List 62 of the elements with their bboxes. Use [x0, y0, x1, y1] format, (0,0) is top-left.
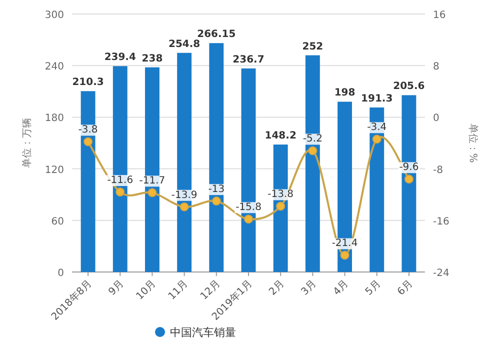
data-label: -11.6: [107, 175, 134, 186]
x-tick-label: 5月: [364, 278, 383, 298]
y2-tick-label: -24: [433, 268, 450, 279]
data-label: 266.15: [197, 29, 236, 40]
y2-tick-label: -16: [433, 216, 450, 228]
y-tick-label: 300: [44, 10, 64, 21]
data-label: 210.3: [72, 77, 104, 88]
x-tick-label: 2月: [267, 278, 287, 298]
point: [148, 188, 157, 198]
y-tick-label: 120: [44, 164, 64, 176]
bar: [402, 95, 416, 272]
point: [244, 214, 253, 224]
data-label: -13: [208, 184, 225, 196]
data-label: 205.6: [393, 81, 425, 92]
y2-tick-label: 0: [433, 113, 440, 124]
y2-tick-label: 16: [433, 10, 446, 21]
x-tick-label: 10月: [134, 278, 158, 302]
data-label: 148.2: [264, 130, 296, 142]
data-label: -5.2: [302, 134, 322, 145]
x-tick-label: 6月: [396, 278, 416, 298]
data-label: 198: [334, 88, 356, 99]
point: [276, 202, 286, 211]
data-label: -21.4: [332, 238, 358, 250]
point: [404, 174, 414, 184]
point: [180, 202, 189, 212]
x-tick-label: 11月: [166, 278, 190, 302]
data-label: -13.9: [171, 190, 198, 201]
y-axis-title: 单位：万辆: [21, 118, 33, 168]
point: [308, 146, 318, 156]
x-tick-label: 12月: [198, 278, 223, 302]
data-label: -11.7: [139, 176, 166, 187]
data-label: 252: [302, 41, 324, 52]
y2-tick-label: -8: [433, 164, 443, 176]
data-label: -9.6: [399, 162, 419, 174]
data-label: 191.3: [361, 93, 393, 104]
x-tick-label: 4月: [332, 278, 351, 298]
x-tick-label: 3月: [299, 278, 319, 298]
data-label: 236.7: [232, 54, 264, 66]
legend-label: 中国汽车销量: [170, 326, 236, 339]
point: [340, 250, 350, 260]
data-label: -13.8: [268, 189, 294, 200]
point: [372, 134, 382, 144]
y-tick-label: 0: [58, 268, 64, 279]
y-tick-label: 240: [44, 62, 64, 73]
y-tick-label: 60: [51, 216, 64, 228]
data-label: -3.4: [367, 122, 387, 134]
bar: [209, 43, 224, 272]
x-tick-label: 9月: [106, 278, 126, 298]
data-label: -15.8: [236, 202, 262, 214]
data-label: 239.4: [104, 52, 136, 64]
y-tick-label: 180: [44, 113, 64, 124]
data-label: 254.8: [168, 38, 200, 50]
bar: [305, 55, 320, 272]
point: [84, 137, 93, 146]
bar: [80, 91, 96, 272]
y2-axis-title: 单位：%: [467, 123, 479, 163]
point: [212, 196, 221, 206]
y2-tick-label: 8: [433, 62, 440, 73]
data-label: -3.8: [78, 124, 98, 136]
point: [116, 188, 125, 197]
bar: [370, 107, 384, 272]
data-label: 238: [142, 53, 163, 64]
